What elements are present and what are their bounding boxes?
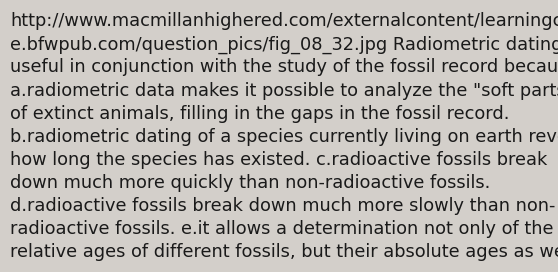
- Text: a.radiometric data makes it possible to analyze the "soft parts": a.radiometric data makes it possible to …: [10, 82, 558, 100]
- Text: useful in conjunction with the study of the fossil record because:: useful in conjunction with the study of …: [10, 58, 558, 76]
- Text: how long the species has existed. c.radioactive fossils break: how long the species has existed. c.radi…: [10, 151, 547, 169]
- Text: radioactive fossils. e.it allows a determination not only of the: radioactive fossils. e.it allows a deter…: [10, 220, 554, 238]
- Text: relative ages of different fossils, but their absolute ages as well.: relative ages of different fossils, but …: [10, 243, 558, 261]
- Text: b.radiometric dating of a species currently living on earth reveals: b.radiometric dating of a species curren…: [10, 128, 558, 146]
- Text: http://www.macmillanhighered.com/externalcontent/learningcurv: http://www.macmillanhighered.com/externa…: [10, 12, 558, 30]
- Text: of extinct animals, filling in the gaps in the fossil record.: of extinct animals, filling in the gaps …: [10, 105, 509, 123]
- Text: d.radioactive fossils break down much more slowly than non-: d.radioactive fossils break down much mo…: [10, 197, 555, 215]
- Text: e.bfwpub.com/question_pics/fig_08_32.jpg Radiometric dating is: e.bfwpub.com/question_pics/fig_08_32.jpg…: [10, 35, 558, 54]
- Text: down much more quickly than non-radioactive fossils.: down much more quickly than non-radioact…: [10, 174, 490, 192]
